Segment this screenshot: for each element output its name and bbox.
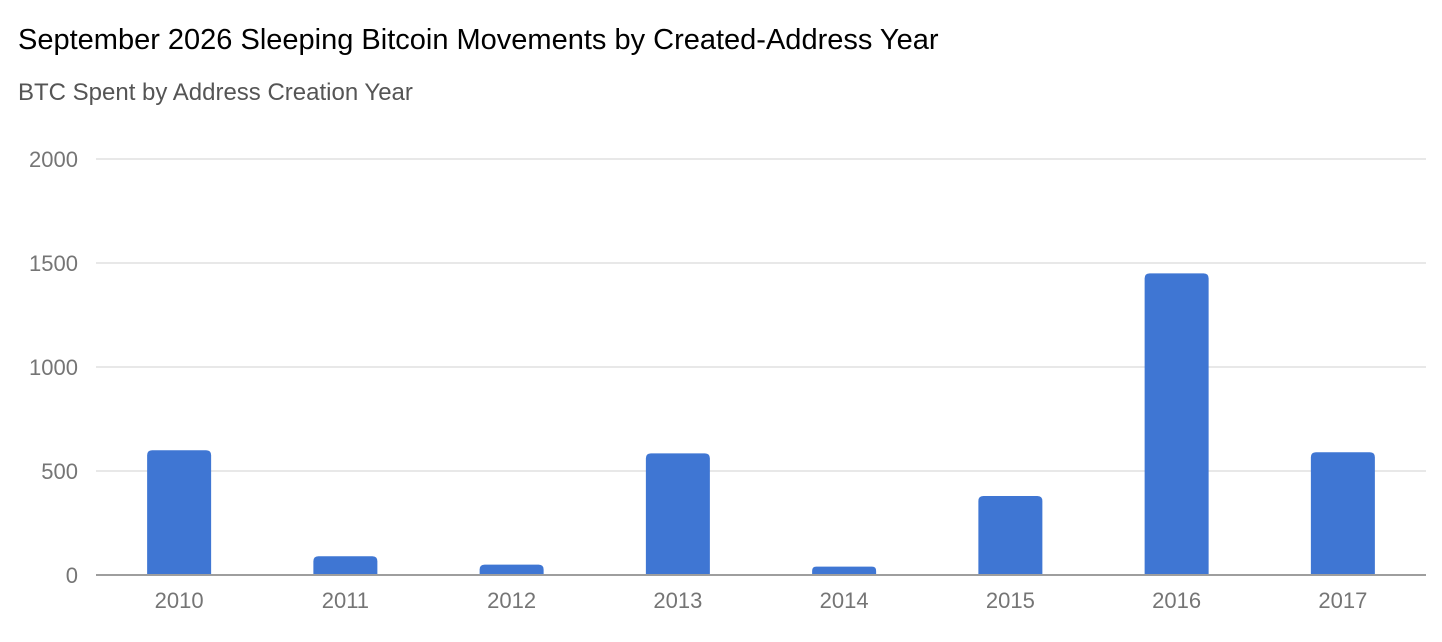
bar-2013 (645, 453, 710, 575)
bar-2011 (313, 556, 378, 575)
x-tick-label: 2012 (487, 588, 536, 613)
chart-subtitle: BTC Spent by Address Creation Year (18, 79, 413, 106)
x-tick-label: 2011 (322, 588, 369, 613)
x-tick-label: 2014 (820, 588, 869, 613)
gridlines (96, 158, 1426, 472)
y-tick-label: 500 (41, 459, 78, 484)
y-axis-ticks: 0 500 1000 1500 2000 (29, 147, 78, 588)
bar-2012 (479, 564, 544, 575)
y-tick-label: 1500 (29, 251, 78, 276)
x-tick-label: 2013 (653, 588, 702, 613)
bar-2015 (978, 495, 1043, 575)
bar-2016 (1144, 273, 1209, 575)
x-tick-label: 2016 (1152, 588, 1201, 613)
chart-title: September 2026 Sleeping Bitcoin Movement… (18, 24, 939, 56)
x-axis-ticks: 2010 2011 2012 2013 2014 2015 2016 2017 (155, 588, 1368, 613)
x-tick-label: 2017 (1318, 588, 1367, 613)
bar-2014 (812, 566, 877, 575)
y-tick-label: 2000 (29, 147, 78, 172)
y-tick-label: 0 (66, 563, 78, 588)
bar-2017 (1310, 452, 1375, 575)
x-tick-label: 2015 (986, 588, 1035, 613)
x-tick-label: 2010 (155, 588, 204, 613)
bar-2010 (147, 450, 212, 575)
y-tick-label: 1000 (29, 355, 78, 380)
bars (147, 273, 1375, 575)
